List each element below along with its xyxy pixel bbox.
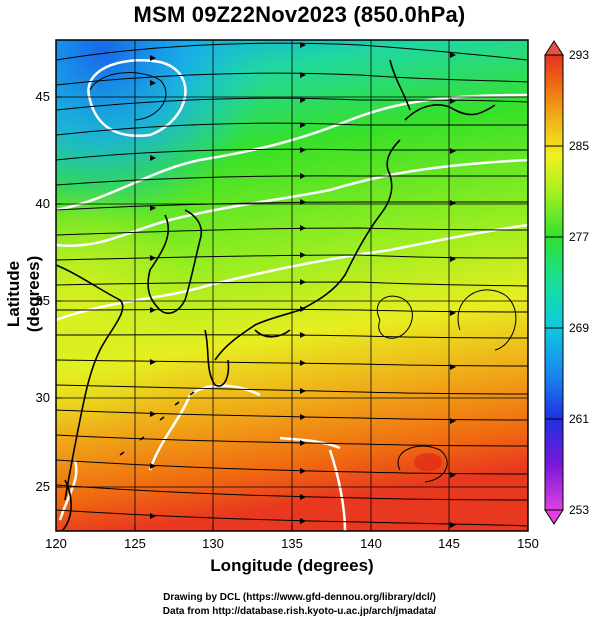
x-tick-label: 135	[281, 536, 303, 551]
y-tick-label: 35	[35, 293, 50, 308]
colorbar-tick-label: 285	[569, 139, 590, 153]
x-tick-label: 140	[360, 536, 382, 551]
colorbar-tick-label: 269	[569, 321, 590, 335]
colorbar-max-arrow	[544, 40, 564, 56]
x-tick-label: 130	[202, 536, 224, 551]
credit-drawing: Drawing by DCL (https://www.gfd-dennou.o…	[163, 592, 436, 603]
y-tick-label: 30	[35, 390, 50, 405]
tick-marks	[55, 96, 529, 531]
x-tick-label: 125	[124, 536, 146, 551]
colorbar-min-arrow	[544, 509, 564, 525]
colorbar-tick-label: 253	[569, 503, 590, 517]
grid-lines	[56, 40, 528, 531]
colorbar-tick-label: 293	[569, 48, 590, 62]
coastlines	[56, 59, 496, 531]
credit-data: Data from http://database.rish.kyoto-u.a…	[162, 606, 437, 617]
colorbar-tick-label: 261	[569, 412, 590, 426]
x-tick-label: 120	[45, 536, 67, 551]
y-tick-label: 45	[35, 89, 50, 104]
colorbar-tick-label: 277	[569, 230, 590, 244]
y-tick-label: 25	[35, 479, 50, 494]
colorbar	[544, 40, 564, 525]
x-tick-label: 145	[438, 536, 460, 551]
y-tick-label: 40	[35, 196, 50, 211]
wind-streamlines	[56, 42, 528, 527]
y-axis-label: Latitude (degrees)	[4, 255, 43, 333]
x-axis-label: Longitude (degrees)	[210, 556, 374, 575]
x-tick-label: 150	[517, 536, 539, 551]
streamline-arrows	[150, 42, 456, 528]
chart-title: MSM 09Z22Nov2023 (850.0hPa)	[133, 2, 466, 27]
